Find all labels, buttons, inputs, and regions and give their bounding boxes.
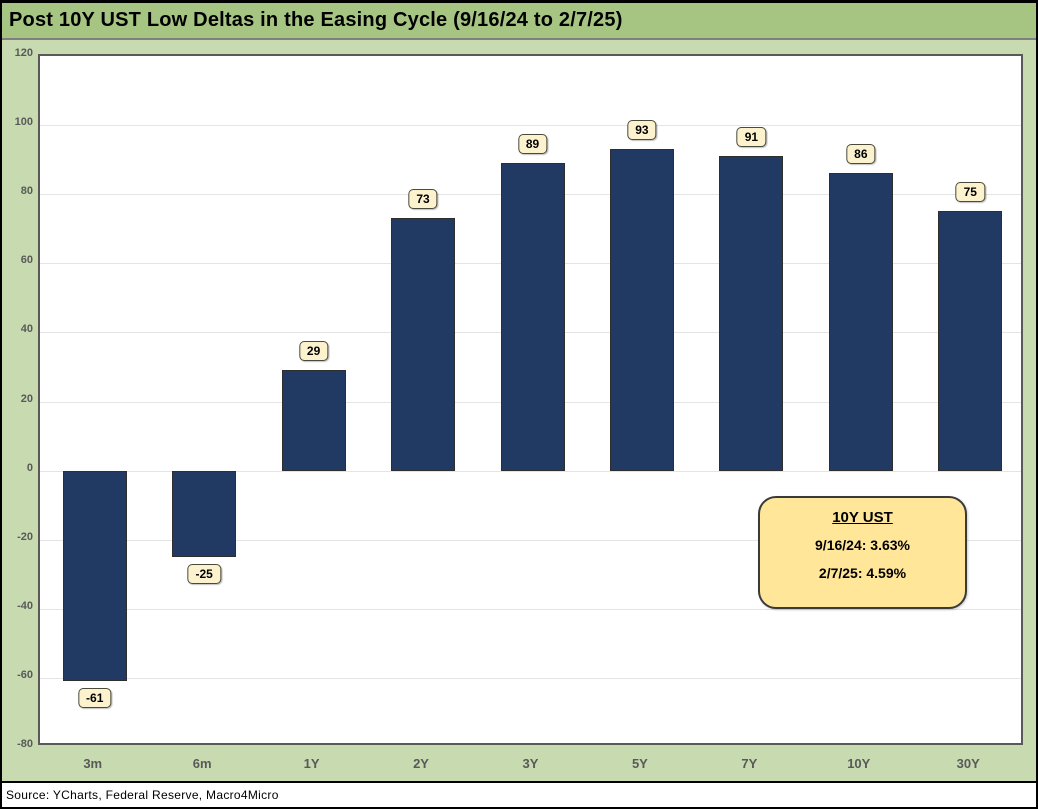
chart-region: 120 100 80 60 40 20 0 -20 -40 -60 -80 -61 -25 29 73 89… (2, 40, 1036, 781)
x-tick-label: 7Y (741, 756, 758, 771)
bar-value-label: 89 (517, 134, 548, 155)
bar-6m (172, 470, 237, 557)
x-tick-label: 10Y (847, 756, 871, 771)
gridline (40, 608, 1021, 610)
y-tick-label: 60 (20, 254, 33, 267)
gridline (40, 470, 1021, 472)
x-tick-label: 3m (83, 756, 103, 771)
gridline (40, 539, 1021, 541)
bar-2Y (391, 218, 456, 471)
y-tick-label: 100 (14, 116, 33, 129)
y-tick-label: -20 (17, 530, 33, 543)
y-tick-label: 20 (20, 392, 33, 405)
gridline (40, 125, 1021, 127)
x-axis: 3m 6m 1Y 2Y 3Y 5Y 7Y 10Y 30Y (38, 756, 1023, 778)
bar-10Y (828, 173, 893, 471)
bar-3m (62, 470, 127, 682)
annotation-heading: 10Y UST (832, 509, 893, 526)
plot-area: -61 -25 29 73 89 93 91 86 75 10Y UST 9/16/24: 3.… (38, 54, 1023, 745)
x-tick-label: 1Y (303, 756, 320, 771)
y-tick-label: 0 (26, 461, 33, 474)
y-tick-label: -40 (17, 599, 33, 612)
y-tick-label: 80 (20, 185, 33, 198)
bar-5Y (609, 149, 674, 471)
chart-title: Post 10Y UST Low Deltas in the Easing Cy… (9, 9, 623, 31)
bar-value-label: 86 (846, 144, 876, 165)
bar-1Y (281, 370, 346, 471)
y-tick-label: 120 (14, 47, 33, 59)
bar-value-label: 73 (408, 189, 438, 210)
x-tick-label: 6m (192, 756, 212, 771)
annotation-line-1: 9/16/24: 3.63% (815, 537, 910, 553)
bar-7Y (719, 156, 784, 471)
y-tick-label: -60 (17, 668, 33, 681)
y-tick-label: 40 (20, 323, 33, 336)
bar-3Y (500, 163, 565, 471)
bar-value-label: 91 (736, 127, 767, 148)
bar-value-label: 93 (627, 120, 657, 141)
bar-value-label: -61 (78, 688, 112, 709)
x-tick-label: 2Y (413, 756, 429, 771)
gridline (40, 677, 1021, 679)
source-band: Source: YCharts, Federal Reserve, Macro4… (2, 781, 1036, 807)
annotation-line-2: 2/7/25: 4.59% (818, 565, 907, 581)
x-tick-label: 3Y (522, 756, 539, 771)
x-tick-label: 5Y (631, 756, 648, 771)
y-tick-label: -80 (17, 738, 33, 750)
annotation-box: 10Y UST 9/16/24: 3.63% 2/7/25: 4.59% (758, 496, 967, 609)
bar-value-label: 75 (955, 182, 985, 203)
bar-30Y (938, 211, 1003, 471)
bars-layer: -61 -25 29 73 89 93 91 86 75 (40, 56, 1021, 743)
x-tick-label: 30Y (956, 756, 980, 771)
bar-value-label: 29 (298, 341, 329, 362)
source-text: Source: YCharts, Federal Reserve, Macro4… (6, 788, 279, 802)
bar-value-label: -25 (187, 563, 221, 584)
chart-title-band: Post 10Y UST Low Deltas in the Easing Cy… (2, 3, 1036, 40)
